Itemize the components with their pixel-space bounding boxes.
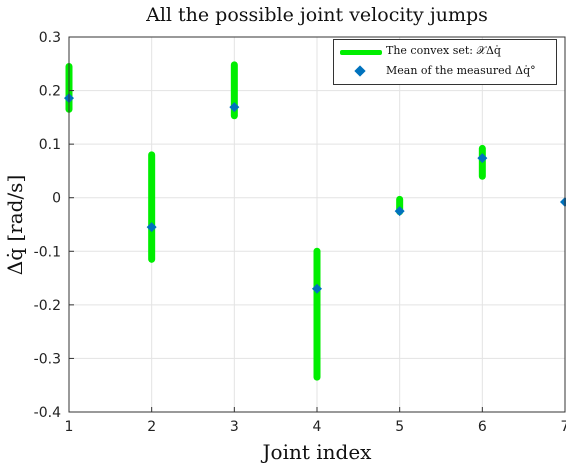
- mean-series: [64, 93, 566, 294]
- y-tick-label: 0.1: [39, 137, 61, 153]
- legend-diamond-swatch: [354, 65, 366, 77]
- y-tick-label: -0.1: [34, 244, 61, 260]
- mean-marker: [477, 153, 488, 164]
- x-axis-label: Joint index: [261, 440, 373, 464]
- legend-label-convex-set: The convex set: 𝒳Δq̇: [386, 44, 501, 57]
- y-tick-label: -0.3: [34, 351, 61, 367]
- x-tick-label: 4: [313, 419, 322, 435]
- legend-line-swatch: [340, 50, 382, 55]
- x-tick-label: 6: [478, 419, 487, 435]
- mean-marker: [312, 283, 322, 294]
- y-tick-label: 0.2: [39, 84, 61, 100]
- range-series: [65, 61, 486, 381]
- axes: [68, 36, 566, 413]
- x-tick-label: 3: [230, 419, 239, 435]
- x-tick-label: 2: [147, 419, 156, 435]
- plot-frame: [68, 36, 566, 413]
- y-tick-label: -0.4: [34, 405, 61, 421]
- chart-title: All the possible joint velocity jumps: [146, 4, 488, 26]
- y-axis-label: Δq̇ [rad/s]: [3, 175, 27, 276]
- x-tick-label: 1: [65, 419, 74, 435]
- mean-marker: [229, 102, 240, 113]
- x-tick-label: 5: [395, 419, 404, 435]
- mean-marker: [394, 206, 405, 217]
- x-tick-label: 7: [561, 419, 566, 435]
- y-tick-label: -0.2: [34, 298, 61, 314]
- tick-labels: 1 2 3 4 5 6 7 0.3 0.2 0.1 0 -0.1 -0.2 -0.3 -0.4: [34, 30, 566, 435]
- legend-label-mean: Mean of the measured Δq̇°: [386, 64, 536, 77]
- mean-marker: [146, 222, 157, 233]
- legend: The convex set: 𝒳Δq̇ Mean of the measure…: [333, 39, 557, 85]
- y-tick-label: 0.3: [39, 30, 61, 46]
- y-tick-label: 0: [52, 191, 61, 207]
